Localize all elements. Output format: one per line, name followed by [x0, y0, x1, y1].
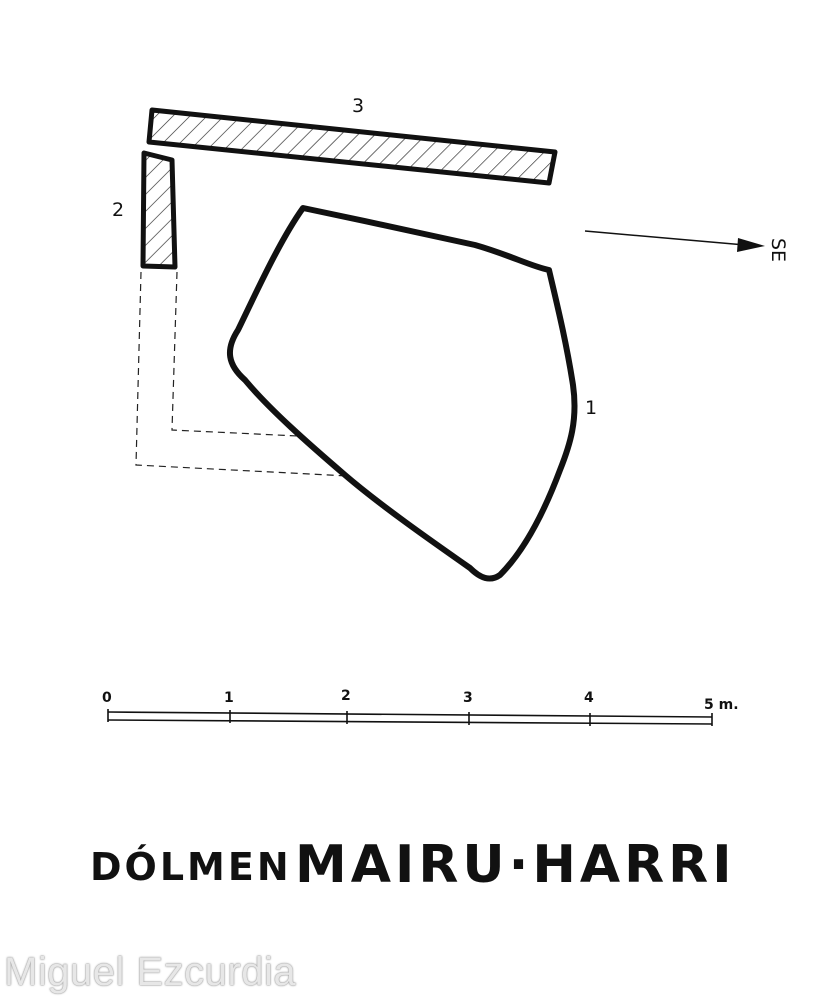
scale-tick-3: 3: [463, 690, 473, 706]
title-name: MAIRU·HARRI: [295, 835, 736, 895]
title-prefix: DÓLMEN: [90, 845, 292, 889]
scale-end-label: 5 m.: [704, 697, 739, 713]
scale-bar: [107, 709, 713, 726]
stone-1-capstone: [227, 205, 578, 582]
scale-tick-0: 0: [102, 690, 112, 706]
scale-tick-1: 1: [224, 690, 234, 706]
stone-2-slab: [140, 150, 178, 270]
stone-1-label: 1: [585, 397, 597, 419]
north-arrow-icon: [584, 230, 765, 252]
scale-tick-4: 4: [584, 690, 594, 706]
stone-2-label: 2: [112, 199, 124, 221]
orientation-label: SE: [767, 238, 789, 262]
watermark: Miguel Ezcurdia: [4, 950, 297, 994]
stone-3-slab: [146, 107, 558, 186]
stone-3-label: 3: [352, 95, 364, 117]
scale-tick-2: 2: [341, 688, 351, 704]
dashed-reconstruction: [135, 271, 349, 477]
